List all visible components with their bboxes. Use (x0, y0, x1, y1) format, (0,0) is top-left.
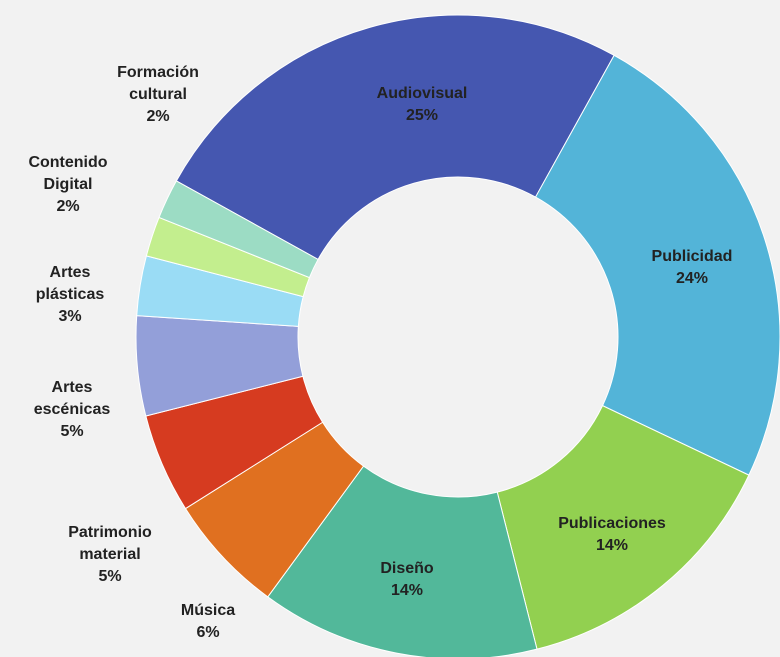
donut-slice (175, 14, 615, 261)
category-label: Patrimonio material (68, 524, 152, 563)
value-label: 5% (98, 568, 122, 585)
slice-label: Formación cultural 2% (98, 62, 218, 128)
donut-slice (496, 404, 750, 650)
value-label: 6% (196, 624, 220, 641)
slice-label: Publicaciones 14% (512, 513, 712, 557)
category-label: Publicidad (651, 248, 733, 265)
category-label: Diseño (380, 560, 434, 577)
category-label: Artes escénicas (33, 379, 111, 418)
slice-label: Música 6% (153, 600, 263, 644)
value-label: 2% (56, 198, 80, 215)
category-label: Audiovisual (376, 85, 468, 102)
category-label: Contenido Digital (28, 154, 108, 193)
value-label: 24% (675, 270, 709, 287)
donut-slice (534, 54, 780, 476)
slice-label: Artes plásticas 3% (15, 262, 125, 328)
value-label: 2% (146, 108, 170, 125)
value-label: 5% (60, 423, 84, 440)
slice-label: Patrimonio material 5% (45, 522, 175, 588)
slice-label: Contenido Digital 2% (13, 152, 123, 218)
value-label: 14% (390, 582, 424, 599)
category-label: Formación cultural (117, 64, 199, 103)
value-label: 25% (405, 107, 439, 124)
category-label: Publicaciones (558, 515, 666, 532)
value-label: 3% (58, 308, 82, 325)
donut-slice (267, 465, 538, 657)
slice-label: Diseño 14% (307, 558, 507, 602)
category-label: Música (180, 602, 236, 619)
donut-slice (158, 180, 319, 279)
slice-label: Audiovisual 25% (322, 83, 522, 127)
category-label: Artes plásticas (35, 264, 105, 303)
value-label: 14% (595, 537, 629, 554)
slice-label: Artes escénicas 5% (17, 377, 127, 443)
slice-label: Publicidad 24% (592, 246, 780, 290)
